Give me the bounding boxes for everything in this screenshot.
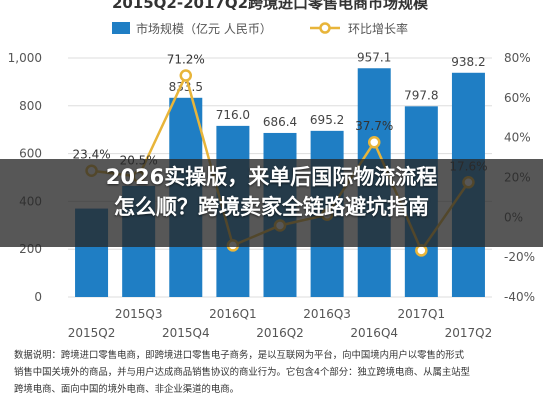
bar-value-label: 695.2: [310, 113, 344, 127]
x-tick-label: 2017Q1: [398, 307, 446, 321]
right-tick-label: 60%: [504, 91, 531, 105]
data-note-line2: 销售中国关境外的商品，并与用户达成商品销售协议的商业行为。它包含4个部分：独立跨…: [14, 367, 470, 378]
growth-value-label: 71.2%: [167, 53, 205, 67]
left-tick-label: 800: [19, 99, 42, 113]
left-tick-label: 1,000: [8, 51, 42, 65]
growth-value-label: 37.7%: [355, 119, 393, 133]
right-tick-label: -40%: [504, 290, 535, 304]
data-note-line1: 数据说明：跨境进口零售电商，即跨境进口零售电子商务，是以互联网为平台，向中国境内…: [14, 350, 465, 361]
bar-value-label: 686.4: [263, 115, 297, 129]
x-axis-ticks: 2015Q2 2015Q3 2015Q4 2016Q1 2016Q2 2016Q3 2016…: [68, 307, 493, 340]
legend: 市场规模（亿元 人民币） 环比增长率: [112, 21, 408, 36]
bar-value-label: 938.2: [451, 55, 485, 69]
overlay-title[interactable]: 2026实操版，来单后国际物流流程 怎么顺？跨境卖家全链路避坑指南: [0, 162, 543, 222]
bar-value-label: 833.5: [169, 80, 203, 94]
left-tick-label: 0: [34, 290, 42, 304]
x-tick-label: 2016Q1: [209, 307, 257, 321]
right-tick-label: 80%: [504, 51, 531, 65]
bar-value-labels: 833.5 716.0 686.4 695.2 957.1 797.8 938.2: [169, 50, 486, 129]
growth-point: [367, 135, 381, 149]
left-tick-label: 600: [19, 147, 42, 161]
x-tick-label: 2015Q2: [68, 326, 116, 340]
x-tick-label: 2016Q4: [350, 326, 398, 340]
legend-label-line: 环比增长率: [348, 21, 408, 36]
legend-marker-line: [319, 22, 331, 34]
x-tick-label: 2016Q2: [256, 326, 304, 340]
legend-swatch-bar: [112, 22, 130, 34]
growth-value-label: 23.4%: [72, 148, 110, 162]
data-note-line3: 跨境电商、面向中国的境外电商、非企业渠道的电商。: [14, 384, 240, 395]
legend-label-bar: 市场规模（亿元 人民币）: [136, 21, 272, 36]
overlay-title-line2: 怎么顺？跨境卖家全链路避坑指南: [114, 195, 429, 219]
bar-value-label: 957.1: [357, 50, 391, 64]
chart: 2015Q2-2017Q2跨境进口零售电商市场规模 市场规模（亿元 人民币） 环比…: [8, 0, 535, 340]
right-tick-label: -20%: [504, 250, 535, 264]
data-note: 数据说明：跨境进口零售电商，即跨境进口零售电子商务，是以互联网为平台，向中国境内…: [14, 347, 532, 398]
overlay-title-line1: 2026实操版，来单后国际物流流程: [105, 165, 438, 189]
right-tick-label: 40%: [504, 131, 531, 145]
bar-value-label: 797.8: [404, 88, 438, 102]
bar-value-label: 716.0: [216, 108, 250, 122]
x-tick-label: 2015Q3: [115, 307, 163, 321]
x-tick-label: 2017Q2: [445, 326, 493, 340]
x-tick-label: 2015Q4: [162, 326, 210, 340]
x-tick-label: 2016Q3: [303, 307, 351, 321]
overlay-banner: [0, 159, 543, 247]
growth-point: [179, 69, 193, 82]
chart-title: 2015Q2-2017Q2跨境进口零售电商市场规模: [112, 0, 429, 12]
